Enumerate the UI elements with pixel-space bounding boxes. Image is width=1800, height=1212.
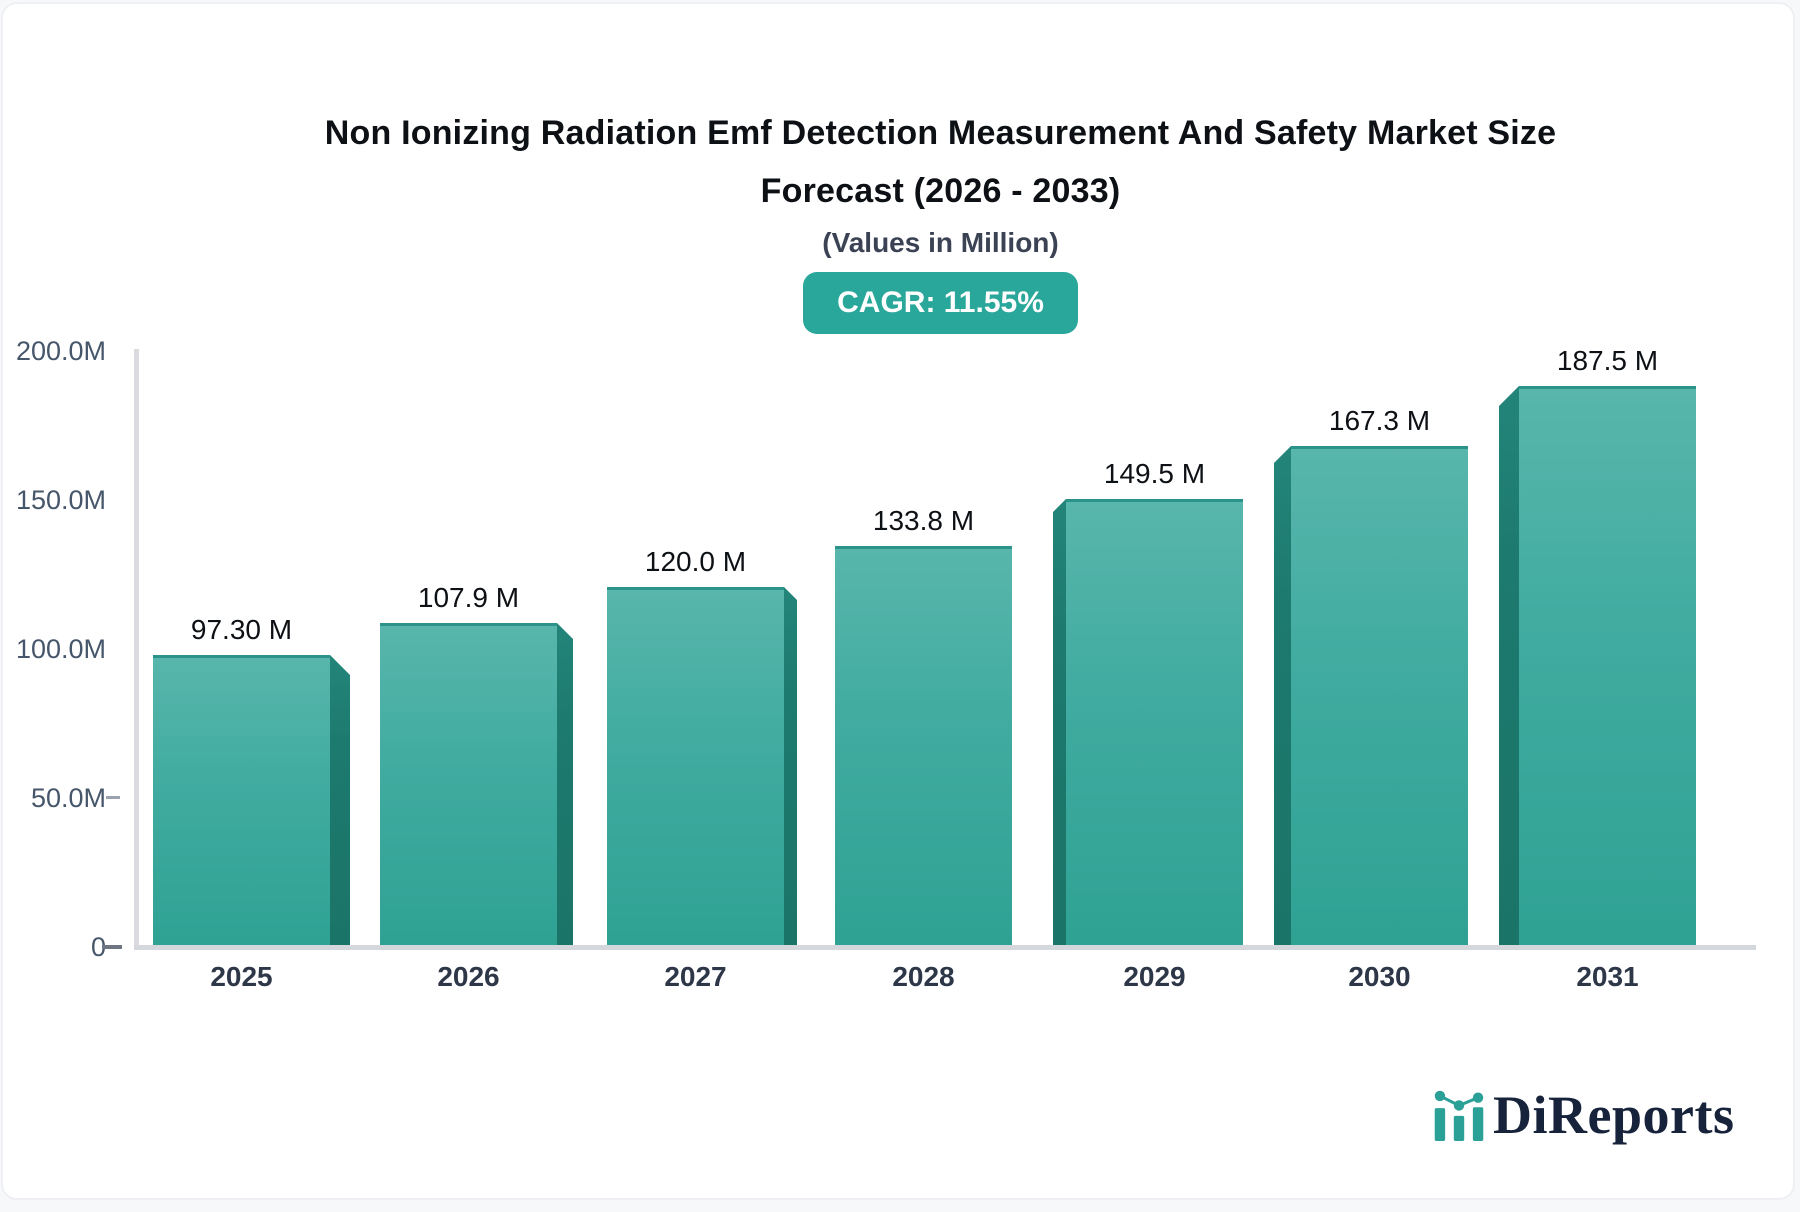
x-axis-label-2031: 2031 [1576,961,1639,992]
y-tick-label: 50.0M [30,783,106,813]
bar-side-face [1274,446,1291,945]
x-axis-label-2028: 2028 [892,961,955,992]
x-axis-label-2029: 2029 [1123,961,1186,992]
bar-side-face [557,623,573,945]
x-axis-label-2027: 2027 [664,961,727,992]
bar-2027 [607,587,784,945]
bar-2025 [153,655,330,945]
bar-value-label: 133.8 M [872,505,975,536]
chart-subtitle: (Values in Million) [822,227,1059,258]
logo-text: DiReports [1493,1085,1735,1145]
bar-side-face [330,655,350,945]
bar-2031 [1519,386,1696,945]
y-axis-line [134,349,139,950]
chart-title-line-2: Forecast (2026 - 2033) [760,172,1121,210]
bar-side-face [1499,386,1519,945]
bar-side-face [1053,499,1066,945]
y-tick-label: 100.0M [15,634,106,664]
y-tick-dash [102,945,122,949]
x-axis-label-2026: 2026 [437,961,500,992]
y-tick-label: 150.0M [15,485,106,515]
x-axis-line [134,945,1756,950]
bar-value-label: 167.3 M [1328,405,1431,436]
bar-side-face [784,587,797,945]
bar-value-label: 107.9 M [417,582,520,613]
x-axis-label-2025: 2025 [210,961,273,992]
bar-chart-logo-icon [1434,1090,1484,1141]
y-tick-dash [106,796,120,799]
bar-value-label: 120.0 M [644,546,747,577]
cagr-badge: CAGR: 11.55% [803,272,1078,334]
bar-2030 [1291,446,1468,945]
bar-2029 [1066,499,1243,945]
y-tick-label: 200.0M [15,336,106,366]
bar-value-label: 149.5 M [1103,458,1206,489]
bar-2028 [835,546,1012,945]
x-axis-label-2030: 2030 [1348,961,1411,992]
direports-logo: DiReports [1433,1086,1734,1144]
y-tick-label: 0 [90,932,106,962]
chart-title-line-1: Non Ionizing Radiation Emf Detection Mea… [324,114,1557,152]
bar-value-label: 187.5 M [1556,345,1659,376]
chart-header: Non Ionizing Radiation Emf Detection Mea… [88,104,1793,334]
bar-2026 [380,623,557,945]
bar-value-label: 97.30 M [190,614,293,645]
